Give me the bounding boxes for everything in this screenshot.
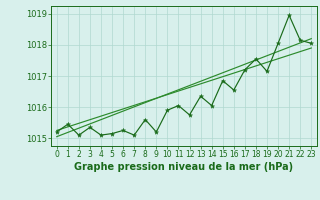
X-axis label: Graphe pression niveau de la mer (hPa): Graphe pression niveau de la mer (hPa): [75, 162, 293, 172]
